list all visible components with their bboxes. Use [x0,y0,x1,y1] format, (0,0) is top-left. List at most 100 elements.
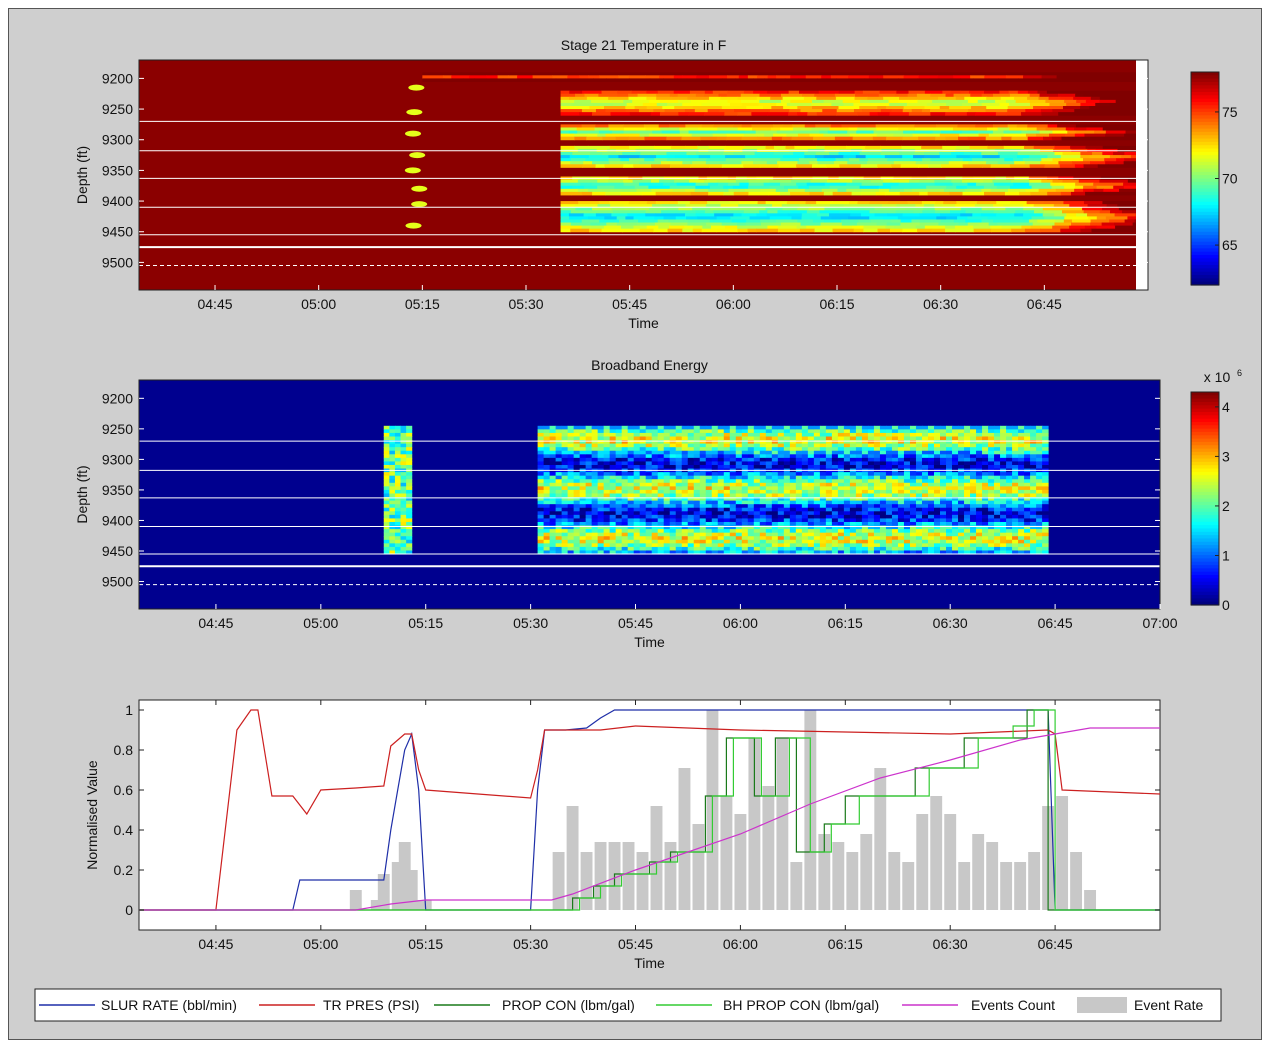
heatmap-cell [742,124,753,128]
heatmap-cell [952,436,959,440]
heatmap-cell [922,447,929,451]
heatmap-cell [916,454,923,458]
heatmap-cell [802,501,809,505]
heatmap-cell [817,213,829,217]
heatmap-cell [1006,75,1024,79]
heatmap-cell [838,476,845,480]
heatmap-cell [814,540,821,544]
heatmap-cell [712,529,719,533]
heatmap-cell [900,223,920,227]
heatmap-cell [868,426,875,430]
heatmap-cell [904,547,911,551]
heatmap-cell [808,504,815,508]
heatmap-cell [593,210,614,214]
heatmap-cell [976,433,983,437]
heatmap-cell [958,137,968,141]
heatmap-cell [898,444,905,448]
heatmap-cell [862,501,869,505]
heatmap-cell [808,522,815,526]
heatmap-cell [604,515,611,519]
heatmap-cell [574,543,581,547]
transient-mark [408,85,424,91]
heatmap-cell [958,536,965,540]
heatmap-cell [712,465,719,469]
heatmap-cell [596,109,606,113]
heatmap-cell [694,515,701,519]
heatmap-cell [700,458,707,462]
heatmap-cell [544,522,551,526]
heatmap-cell [598,529,605,533]
heatmap-cell [914,131,933,135]
heatmap-cell [742,137,758,141]
heatmap-cell [986,106,1008,110]
heatmap-cell [790,522,797,526]
heatmap-cell [568,433,575,437]
heatmap-cell [580,472,587,476]
heatmap-cell [586,504,593,508]
heatmap-cell [676,476,683,480]
heatmap-cell [982,533,989,537]
heatmap-cell [696,183,709,187]
heatmap-cell [498,72,516,76]
heatmap-cell [580,511,587,515]
heatmap-cell [556,472,563,476]
heatmap-cell [796,501,803,505]
heatmap-cell [1006,515,1013,519]
heatmap-cell [401,511,407,515]
heatmap-cell [766,472,773,476]
heatmap-cell [989,78,999,82]
heatmap-cell [838,547,845,551]
heatmap-cell [940,479,947,483]
heatmap-cell [389,461,395,465]
heatmap-cell [988,536,995,540]
heatmap-cell [550,444,557,448]
heatmap-cell [1018,515,1025,519]
heatmap-cell [709,97,721,101]
heatmap-cell [580,522,587,526]
heatmap-cell [968,223,979,227]
heatmap-cell [886,504,893,508]
heatmap-cell [856,522,863,526]
heatmap-cell [760,426,767,430]
heatmap-cell [922,476,929,480]
heatmap-cell [919,180,935,184]
heatmap-cell [916,490,923,494]
heatmap-cell [760,429,767,433]
heatmap-cell [602,229,623,233]
heatmap-cell [838,490,845,494]
heatmap-cell [556,529,563,533]
heatmap-cell [958,447,965,451]
heatmap-cell [730,518,737,522]
heatmap-cell [628,529,635,533]
heatmap-cell [622,461,629,465]
heatmap-cell [1071,223,1091,227]
heatmap-cell [910,486,917,490]
heatmap-cell [952,493,959,497]
heatmap-cell [988,461,995,465]
heatmap-cell [922,540,929,544]
heatmap-cell [994,210,1016,214]
heatmap-cell [898,533,905,537]
heatmap-cell [1030,529,1037,533]
heatmap-cell [598,547,605,551]
heatmap-cell [874,461,881,465]
heatmap-cell [678,207,692,211]
heatmap-cell [661,161,683,165]
heatmap-cell [790,433,797,437]
heatmap-cell [616,493,623,497]
heatmap-cell [694,529,701,533]
heatmap-cell [862,511,869,515]
heatmap-cell [406,522,412,526]
heatmap-cell [712,486,719,490]
heatmap-cell [877,72,892,76]
heatmap-cell [844,426,851,430]
heatmap-cell [1036,461,1043,465]
heatmap-cell [1083,189,1094,193]
heatmap-cell [384,515,390,519]
heatmap-cell [928,429,935,433]
heatmap-cell [946,472,953,476]
heatmap-cell [639,155,656,159]
heatmap-cell [825,183,847,187]
heatmap-cell [890,229,903,233]
heatmap-cell [778,504,785,508]
